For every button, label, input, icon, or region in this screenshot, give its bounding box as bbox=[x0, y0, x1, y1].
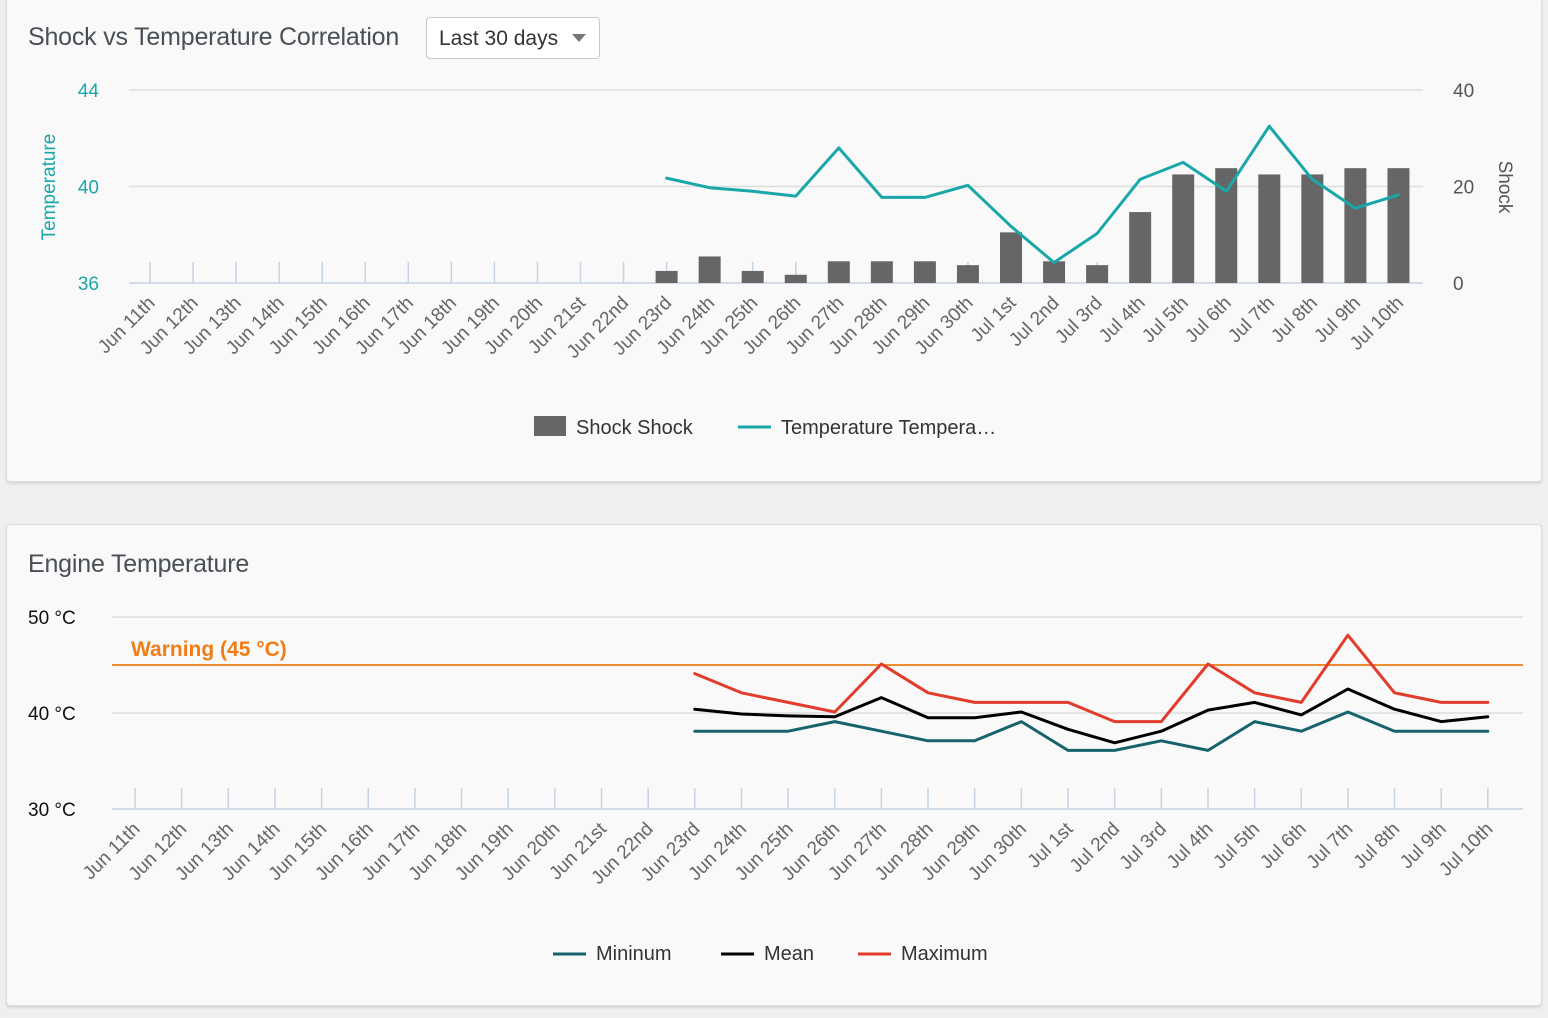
y-right-tick-label: 0 bbox=[1453, 274, 1464, 295]
shock-bar bbox=[913, 261, 936, 283]
y-tick-label: 30 °C bbox=[28, 800, 76, 821]
x-tick-label: Jul 5th bbox=[1210, 819, 1264, 873]
panel-title: Shock vs Temperature Correlation bbox=[28, 23, 400, 51]
shock-bar bbox=[1344, 168, 1367, 283]
x-tick-label: Jul 4th bbox=[1163, 819, 1217, 873]
legend-label-shock: Shock Shock bbox=[576, 417, 694, 439]
x-tick-label: Jul 3rd bbox=[1116, 819, 1171, 874]
warning-threshold-label: Warning (45 °C) bbox=[131, 638, 287, 661]
shock-bar bbox=[698, 256, 721, 283]
y-left-tick-label: 40 bbox=[78, 178, 99, 199]
series-line-maximum bbox=[693, 633, 1490, 724]
chevron-down-icon bbox=[572, 34, 586, 42]
shock-bar bbox=[1258, 174, 1281, 283]
engine-temperature-panel: Engine Temperature bbox=[6, 524, 1542, 1006]
shock-bar bbox=[1086, 265, 1109, 283]
shock-bar bbox=[1172, 174, 1195, 283]
shock-bar bbox=[655, 270, 678, 283]
y-tick-label: 50 °C bbox=[28, 608, 76, 629]
legend-swatch-shock bbox=[534, 416, 566, 436]
x-tick-label: Jul 8th bbox=[1350, 819, 1404, 873]
legend-label-temperature: Temperature Tempera… bbox=[781, 417, 996, 439]
y-left-axis-title: Temperature bbox=[39, 134, 60, 241]
legend-label-mininum: Mininum bbox=[596, 943, 672, 965]
shock-bar bbox=[1043, 261, 1066, 283]
series-line-mininum bbox=[693, 710, 1490, 752]
y-left-tick-label: 36 bbox=[78, 274, 99, 295]
date-range-select[interactable]: Last 30 days bbox=[426, 17, 600, 59]
x-tick-label: Jul 2nd bbox=[1066, 819, 1124, 877]
panel-title: Engine Temperature bbox=[28, 550, 250, 578]
shock-bar bbox=[741, 270, 764, 283]
y-left-tick-label: 44 bbox=[78, 81, 100, 102]
shock-bar bbox=[1129, 212, 1152, 283]
y-right-tick-label: 40 bbox=[1453, 81, 1474, 102]
x-tick-label: Jul 6th bbox=[1256, 819, 1310, 873]
temperature-line bbox=[665, 124, 1400, 264]
shock-bar bbox=[1000, 232, 1022, 283]
y-right-axis-title: Shock bbox=[1494, 161, 1515, 214]
shock-bar bbox=[956, 265, 979, 283]
shock-bar bbox=[827, 261, 850, 283]
shock-bar bbox=[870, 261, 893, 283]
date-range-value: Last 30 days bbox=[439, 27, 559, 50]
y-tick-label: 40 °C bbox=[28, 704, 76, 725]
shock-bar bbox=[1301, 174, 1324, 283]
x-tick-label: Jul 7th bbox=[1303, 819, 1357, 873]
legend-label-maximum: Maximum bbox=[901, 943, 988, 965]
legend-label-mean: Mean bbox=[764, 943, 814, 965]
series-line-mean bbox=[693, 687, 1490, 745]
shock-bar bbox=[784, 274, 807, 283]
y-right-tick-label: 20 bbox=[1453, 178, 1474, 199]
shock-temperature-panel: Shock vs Temperature Correlation Last 30… bbox=[6, 0, 1542, 482]
shock-bar bbox=[1215, 168, 1238, 283]
